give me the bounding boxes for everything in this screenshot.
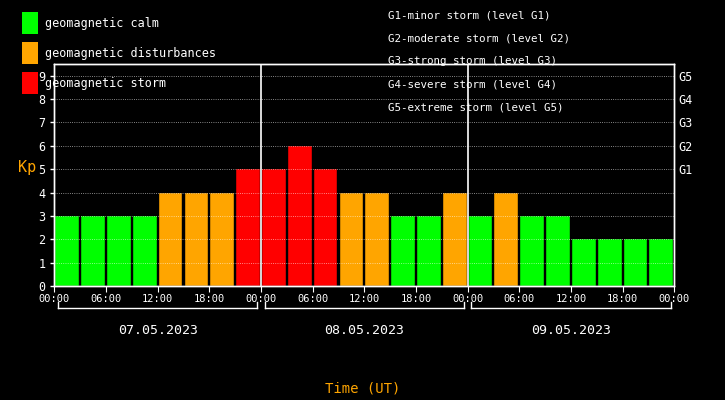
Bar [314,169,337,286]
Bar [133,216,157,286]
Bar [159,192,183,286]
Bar [365,192,389,286]
Text: 09.05.2023: 09.05.2023 [531,324,611,337]
Text: 08.05.2023: 08.05.2023 [324,324,405,337]
Text: geomagnetic storm: geomagnetic storm [45,76,166,90]
Text: G2-moderate storm (level G2): G2-moderate storm (level G2) [388,33,570,43]
Bar [417,216,441,286]
Text: G4-severe storm (level G4): G4-severe storm (level G4) [388,80,557,90]
Bar [210,192,234,286]
Text: geomagnetic calm: geomagnetic calm [45,16,159,30]
Text: G1-minor storm (level G1): G1-minor storm (level G1) [388,10,550,20]
Text: G5-extreme storm (level G5): G5-extreme storm (level G5) [388,103,563,113]
Text: geomagnetic disturbances: geomagnetic disturbances [45,46,216,60]
Bar [392,216,415,286]
Bar [572,239,596,286]
Bar [624,239,647,286]
Y-axis label: Kp: Kp [18,160,36,175]
Bar [598,239,621,286]
Bar [521,216,544,286]
Bar [185,192,208,286]
Text: 07.05.2023: 07.05.2023 [117,324,198,337]
Bar [262,169,286,286]
Bar [339,192,363,286]
Bar [107,216,130,286]
Bar [494,192,518,286]
Text: G3-strong storm (level G3): G3-strong storm (level G3) [388,56,557,66]
Text: Time (UT): Time (UT) [325,382,400,396]
Bar [55,216,79,286]
Bar [443,192,467,286]
Bar [468,216,492,286]
Bar [288,146,312,286]
Bar [650,239,674,286]
Bar [236,169,260,286]
Bar [546,216,570,286]
Bar [81,216,105,286]
